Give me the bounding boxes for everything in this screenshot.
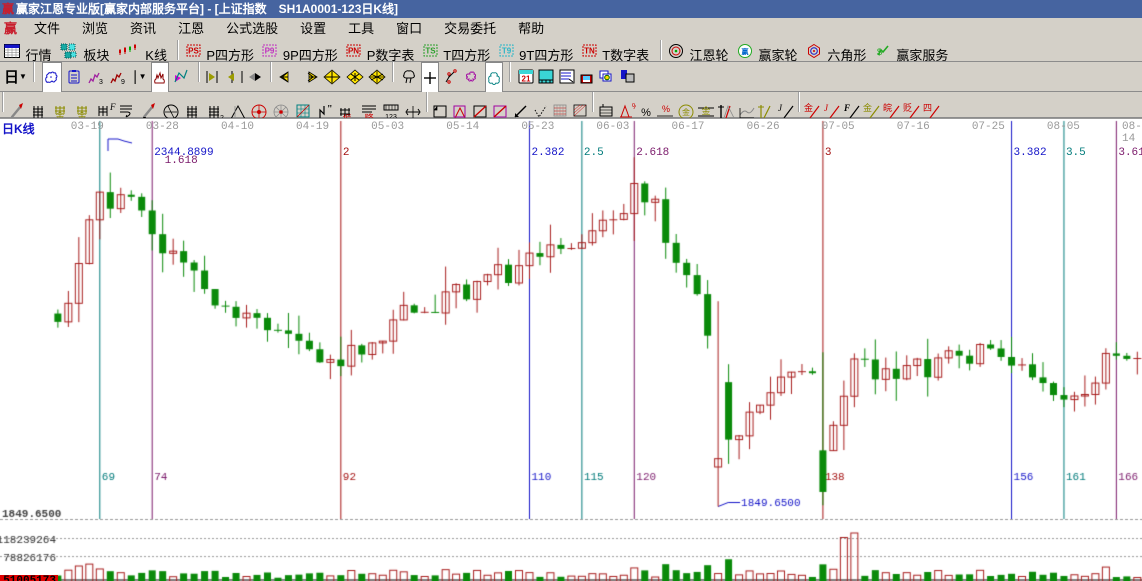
svg-text:TN: TN: [584, 47, 595, 56]
svg-text:J: J: [778, 103, 783, 113]
svg-text:F: F: [843, 103, 850, 113]
svg-text:金: 金: [804, 102, 813, 113]
svg-text:": ": [327, 104, 333, 115]
svg-text:金: 金: [701, 105, 710, 116]
svg-text:J: J: [824, 103, 829, 113]
svg-text:F: F: [109, 102, 116, 112]
svg-text:T9: T9: [502, 47, 512, 56]
svg-text:皖: 皖: [883, 102, 892, 113]
svg-text:PN: PN: [348, 47, 359, 56]
svg-text:%: %: [662, 104, 670, 114]
svg-text:TS: TS: [425, 47, 436, 56]
svg-text:9: 9: [121, 79, 125, 85]
svg-text:21: 21: [521, 75, 530, 84]
svg-text:3: 3: [99, 79, 103, 85]
svg-text:PS: PS: [188, 47, 199, 56]
svg-text:P9: P9: [265, 47, 275, 56]
svg-text:金: 金: [682, 107, 690, 117]
svg-text:金: 金: [863, 102, 872, 113]
svg-text:贬: 贬: [903, 103, 912, 113]
svg-text:四: 四: [923, 103, 932, 113]
svg-text:$: $: [877, 47, 882, 57]
svg-text:赢: 赢: [742, 47, 749, 56]
